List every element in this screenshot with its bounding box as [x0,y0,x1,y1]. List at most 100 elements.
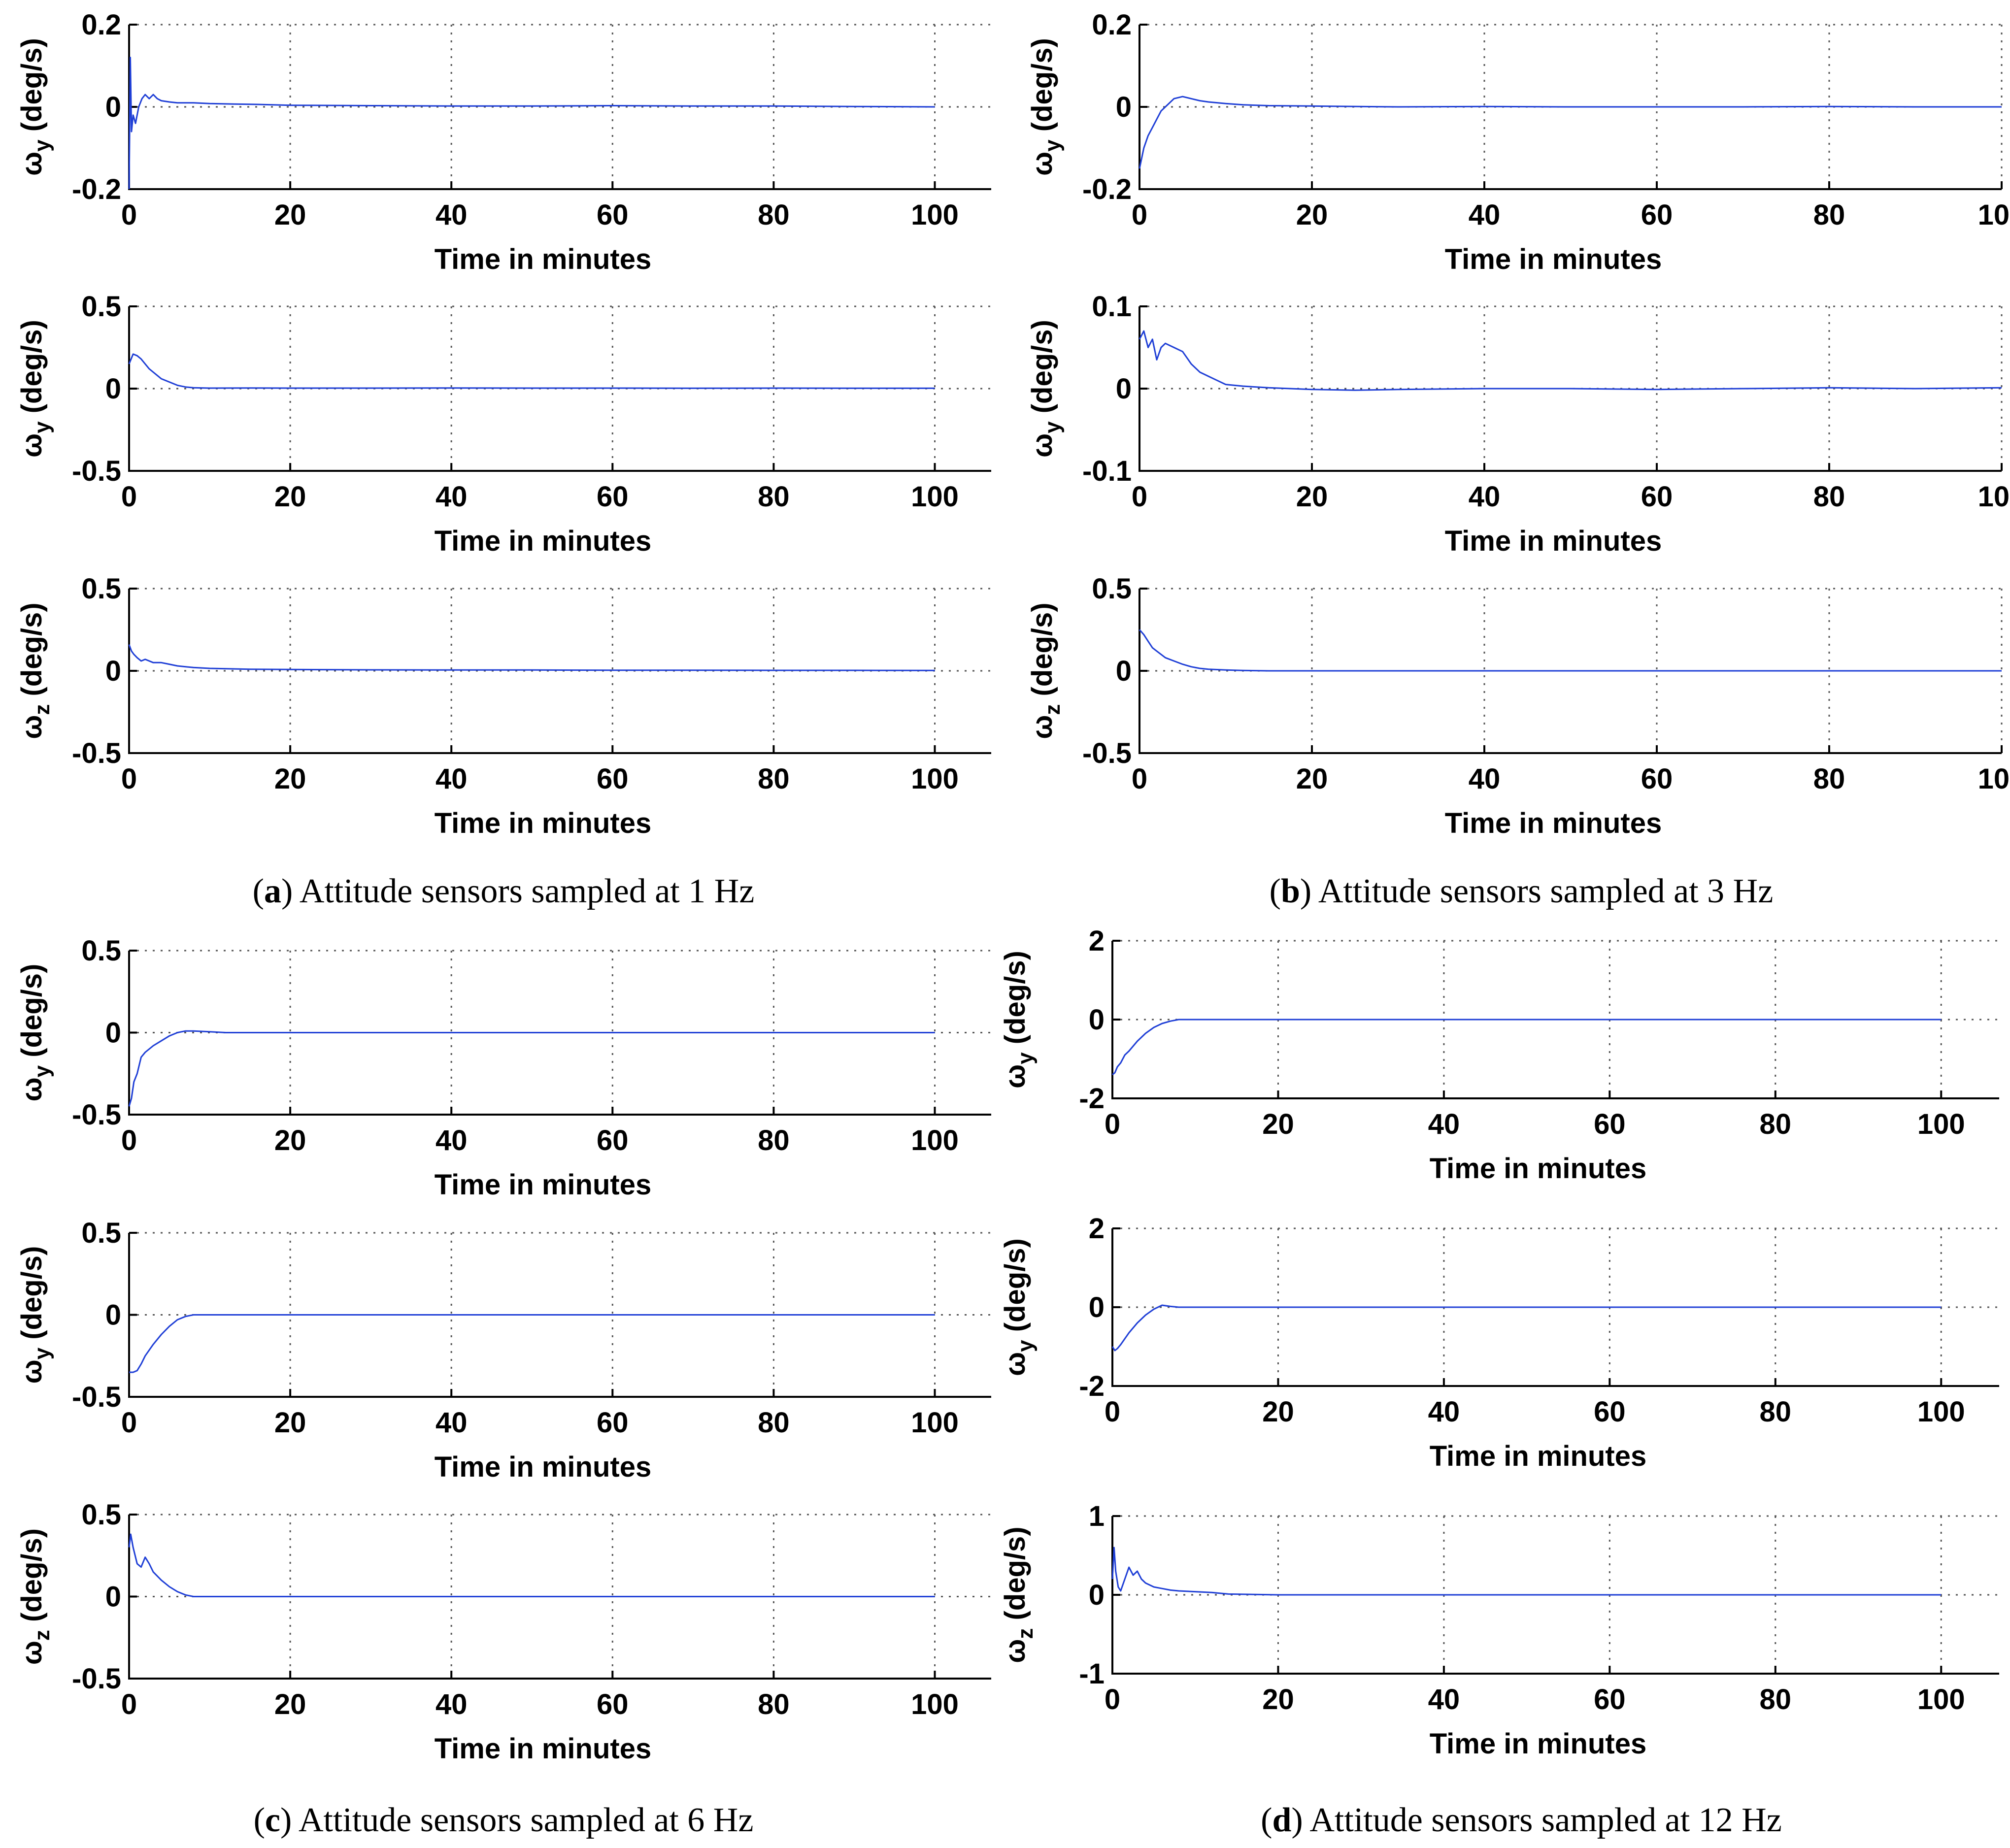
chart-b3-ylabel: ωz (deg/s) [1026,602,1065,739]
chart-d2-xtick-label-4: 80 [1760,1396,1792,1428]
chart-d2-xlabel: Time in minutes [1430,1440,1646,1472]
chart-a3-xtick-label-2: 40 [436,763,468,795]
chart-d2-series-line [1111,1304,1942,1352]
chart-c3-ytick-label-0: -0.5 [72,1663,121,1695]
chart-d3-xtick-label-5: 100 [1917,1683,1965,1716]
chart-b1-series-line [1139,96,2002,169]
chart-b2-ytick-label-0: -0.1 [1082,455,1132,487]
chart-d2-ytick-label-2: 2 [1089,1213,1105,1245]
chart-a1-ytick-label-1: 0 [105,91,121,123]
caption-b-letter: b [1281,872,1300,910]
chart-c2-xtick-label-2: 40 [436,1407,468,1439]
chart-a1-xlabel: Time in minutes [435,243,651,275]
chart-c2-xtick-label-5: 100 [911,1407,959,1439]
chart-a1-xtick-label-5: 100 [911,199,959,231]
chart-d3-xtick-label-3: 60 [1594,1683,1626,1716]
chart-b3-xtick-label-0: 0 [1132,763,1147,795]
chart-b3-xtick-label-4: 80 [1813,763,1845,795]
chart-d1-xtick-label-4: 80 [1760,1108,1792,1140]
chart-b3-series-line [1139,629,2002,672]
chart-d1-series-line [1112,1019,1942,1076]
caption-d-text: Attitude sensors sampled at 12 Hz [1303,1801,1782,1839]
chart-d1-ytick-label-2: 2 [1089,925,1105,957]
chart-c1-xtick-label-5: 100 [911,1124,959,1156]
chart-b2-xtick-label-3: 60 [1641,481,1673,513]
chart-c3-ytick-label-1: 0 [105,1581,121,1613]
chart-d2-ytick-label-0: -2 [1079,1370,1105,1402]
chart-b1-xtick-label-1: 20 [1296,199,1328,231]
chart-c1-xtick-label-3: 60 [597,1124,629,1156]
chart-b1-axes [1139,25,2002,190]
chart-d3-xtick-label-4: 80 [1760,1683,1792,1716]
chart-b1-ytick-label-0: -0.2 [1082,173,1132,205]
chart-c3-ytick-label-2: 0.5 [81,1499,121,1531]
chart-d2-ylabel: ωy (deg/s) [999,1238,1038,1376]
chart-a3-series-line [128,644,935,671]
chart-c2-axes [128,1233,991,1398]
chart-c1-xtick-label-1: 20 [274,1124,306,1156]
chart-d1-ylabel: ωy (deg/s) [999,951,1038,1089]
chart-b2-series-line [1139,330,2002,391]
chart-d1-axes [1111,941,1999,1099]
chart-a1-xtick-label-2: 40 [436,199,468,231]
chart-b2-xlabel: Time in minutes [1445,525,1662,557]
chart-b2-xtick-label-5: 100 [1978,481,2010,513]
chart-a2-ytick-label-0: -0.5 [72,455,121,487]
chart-c1-ylabel: ωy (deg/s) [16,964,54,1102]
chart-a3-ytick-label-2: 0.5 [81,573,121,605]
chart-b2-ytick-label-2: 0.1 [1092,291,1132,323]
chart-c1-xtick-label-0: 0 [121,1124,137,1156]
chart-a3-xtick-label-0: 0 [121,763,137,795]
chart-a1-ylabel: ωy (deg/s) [16,38,54,176]
chart-c1-series-line [128,1030,935,1107]
chart-c1-ytick-label-0: -0.5 [72,1099,121,1131]
chart-d1-xtick-label-0: 0 [1105,1108,1120,1140]
chart-c3-xtick-label-1: 20 [274,1688,306,1720]
chart-d1-xtick-label-2: 40 [1428,1108,1460,1140]
chart-c3-xlabel: Time in minutes [435,1733,651,1765]
chart-c1-xtick-label-4: 80 [758,1124,790,1156]
chart-b1-ytick-label-2: 0.2 [1092,9,1132,41]
chart-d3-xtick-label-2: 40 [1428,1683,1460,1716]
chart-b2-xtick-label-0: 0 [1132,481,1147,513]
chart-a1-xtick-label-3: 60 [597,199,629,231]
chart-a3-ylabel: ωz (deg/s) [16,602,54,739]
chart-b2-axes [1139,306,2002,472]
chart-a2-ytick-label-1: 0 [105,373,121,405]
chart-a1-ytick-label-2: 0.2 [81,9,121,41]
caption-a: (a) Attitude sensors sampled at 1 Hz [253,872,755,910]
chart-d2-xtick-label-3: 60 [1594,1396,1626,1428]
chart-c1-ytick-label-2: 0.5 [81,935,121,967]
chart-a2-axes [128,306,991,472]
chart-c2-xlabel: Time in minutes [435,1451,651,1483]
caption-d-letter: d [1272,1801,1291,1839]
chart-a2-xlabel: Time in minutes [435,525,651,557]
chart-d2-xtick-label-1: 20 [1262,1396,1294,1428]
chart-c2-series-line [129,1314,935,1373]
chart-b2-ytick-label-1: 0 [1116,373,1132,405]
chart-d1-ytick-label-0: -2 [1079,1083,1105,1115]
chart-b1-xtick-label-5: 100 [1978,199,2010,231]
chart-d1-xtick-label-3: 60 [1594,1108,1626,1140]
caption-c: (c) Attitude sensors sampled at 6 Hz [254,1801,754,1839]
chart-b3-ytick-label-0: -0.5 [1082,737,1132,769]
chart-c3-xtick-label-2: 40 [436,1688,468,1720]
chart-c2-xtick-label-3: 60 [597,1407,629,1439]
chart-b3-xtick-label-3: 60 [1641,763,1673,795]
chart-d3-xtick-label-1: 20 [1262,1683,1294,1716]
chart-d3-ylabel: ωz (deg/s) [999,1526,1038,1663]
chart-a2-xtick-label-4: 80 [758,481,790,513]
chart-a2-xtick-label-0: 0 [121,481,137,513]
chart-a2-ylabel: ωy (deg/s) [16,320,54,458]
chart-c1-ytick-label-1: 0 [105,1017,121,1049]
chart-b1-xtick-label-3: 60 [1641,199,1673,231]
chart-a3-xtick-label-4: 80 [758,763,790,795]
chart-b1-xtick-label-4: 80 [1813,199,1845,231]
chart-d2-axes [1111,1228,1999,1387]
chart-a2-xtick-label-5: 100 [911,481,959,513]
chart-b2-xtick-label-2: 40 [1469,481,1501,513]
